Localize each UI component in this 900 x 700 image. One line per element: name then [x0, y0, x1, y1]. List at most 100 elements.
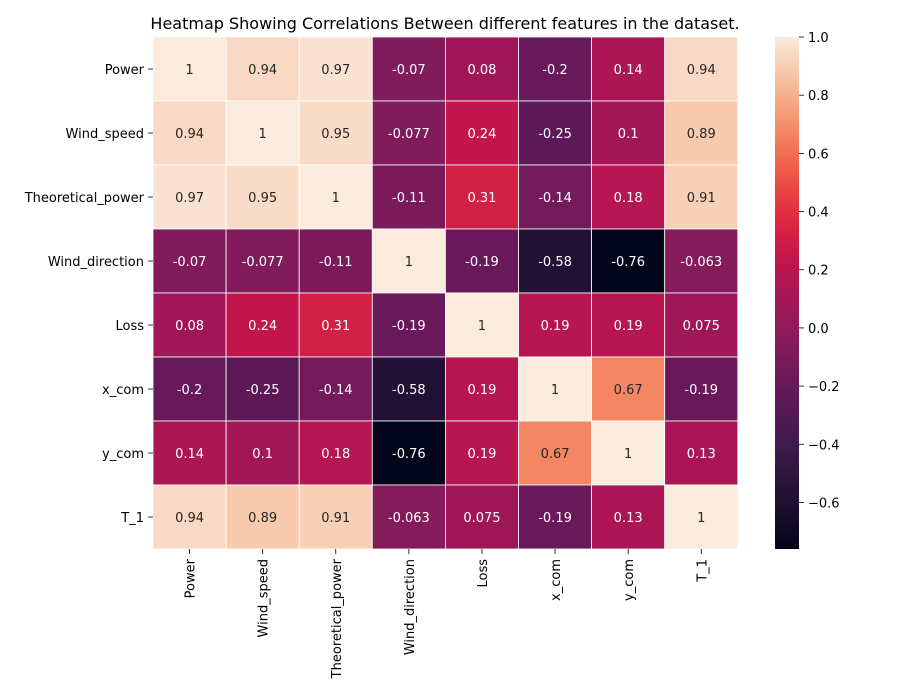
cell-value-label: -0.077	[388, 127, 430, 142]
cell-value-label: 0.97	[175, 191, 204, 206]
heatmap-cell	[518, 100, 592, 166]
cell-value-label: -0.14	[319, 383, 353, 398]
heatmap-cell	[591, 292, 666, 358]
column-label: Wind_direction	[403, 559, 418, 655]
cell-value-label: 0.67	[614, 383, 643, 398]
heatmap-cell	[518, 356, 592, 422]
heatmap-cell	[225, 164, 300, 230]
heatmap-cell	[298, 36, 373, 102]
heatmap-cell	[518, 292, 592, 358]
cell-value-label: -0.077	[242, 255, 284, 270]
column-label: Wind_speed	[257, 559, 272, 637]
cell-value-label: 0.89	[687, 127, 716, 142]
heatmap-cell	[591, 228, 666, 294]
column-label: x_com	[549, 559, 564, 601]
heatmap-cell	[298, 420, 373, 486]
cell-value-label: 1	[478, 319, 486, 334]
cell-value-label: 0.31	[321, 319, 350, 334]
colorbar-tick-label: 1.0	[808, 31, 829, 46]
column-labels: Power Wind_speed Theoretical_power Wind_dir…	[184, 549, 710, 679]
colorbar-tick-label: 0.8	[808, 89, 829, 104]
cell-value-label: -0.063	[388, 511, 430, 526]
heatmap-cell	[444, 36, 519, 102]
cell-value-label: 0.94	[175, 511, 204, 526]
cell-value-label: 1	[259, 127, 267, 142]
cell-value-label: -0.2	[177, 383, 202, 398]
cell-value-label: 0.24	[248, 319, 277, 334]
cell-value-label: -0.76	[611, 255, 645, 270]
colorbar-tick-label: −0.6	[808, 496, 840, 511]
row-label: y_com	[102, 447, 144, 462]
colorbar-tick-label: −0.2	[808, 380, 840, 395]
cell-value-label: 0.94	[175, 127, 204, 142]
heatmap-cell	[152, 36, 227, 102]
cell-value-label: 0.95	[321, 127, 350, 142]
colorbar-tick-label: 0.6	[808, 147, 829, 162]
cell-value-label: 1	[624, 447, 632, 462]
heatmap-cell	[152, 420, 227, 486]
row-label: Wind_speed	[66, 127, 144, 142]
heatmap-cell	[664, 36, 739, 102]
colorbar-tick-label: 0.2	[808, 264, 829, 279]
row-label: Loss	[115, 319, 144, 334]
column-label: Loss	[476, 559, 491, 588]
heatmap-cell	[664, 100, 739, 166]
heatmap-cell	[225, 100, 300, 166]
heatmap-cell	[591, 420, 666, 486]
cell-value-label: 0.08	[175, 319, 204, 334]
cell-value-label: 0.24	[467, 127, 496, 142]
row-label: T_1	[120, 511, 144, 526]
row-label: Power	[105, 63, 145, 78]
cell-value-label: 0.91	[321, 511, 350, 526]
heatmap-cell	[298, 484, 373, 550]
cell-value-label: 0.97	[321, 63, 350, 78]
heatmap-cell	[444, 420, 519, 486]
cell-value-label: 0.1	[252, 447, 273, 462]
heatmap-cell	[444, 484, 519, 550]
cell-value-label: 0.67	[541, 447, 570, 462]
column-label: y_com	[622, 559, 637, 601]
cell-value-label: 0.89	[248, 511, 277, 526]
heatmap-cell	[518, 420, 592, 486]
cell-value-label: -0.25	[538, 127, 572, 142]
cell-value-label: -0.07	[392, 63, 426, 78]
heatmap-cell	[444, 356, 519, 422]
chart-title: Heatmap Showing Correlations Between dif…	[150, 14, 739, 33]
heatmap-cell	[152, 228, 227, 294]
heatmap-cell	[371, 292, 446, 358]
heatmap-cell	[298, 292, 373, 358]
heatmap-cell	[298, 356, 373, 422]
cell-value-label: 0.14	[175, 447, 204, 462]
row-label: Wind_direction	[48, 255, 144, 270]
cell-value-label: -0.11	[319, 255, 353, 270]
cell-value-label: 0.19	[467, 447, 496, 462]
heatmap-cell	[225, 420, 300, 486]
row-label: x_com	[102, 383, 144, 398]
heatmap-cell	[371, 164, 446, 230]
cell-value-label: -0.19	[684, 383, 718, 398]
row-labels: Power Wind_speed Theoretical_power Wind_dir…	[24, 63, 153, 526]
row-label: Theoretical_power	[24, 191, 145, 206]
cell-value-label: 0.13	[614, 511, 643, 526]
cell-value-label: 0.1	[618, 127, 639, 142]
cell-value-label: -0.19	[465, 255, 499, 270]
cell-value-label: 0.31	[467, 191, 496, 206]
heatmap-cell	[371, 228, 446, 294]
cell-value-label: 0.18	[321, 447, 350, 462]
heatmap-cell	[225, 356, 300, 422]
colorbar-gradient	[775, 37, 799, 549]
cell-value-label: -0.11	[392, 191, 426, 206]
heatmap-cell	[444, 164, 519, 230]
cell-value-label: 0.08	[467, 63, 496, 78]
heatmap-cell	[371, 36, 446, 102]
cell-value-label: -0.07	[173, 255, 207, 270]
cell-value-label: 0.075	[463, 511, 500, 526]
cell-value-label: 0.19	[467, 383, 496, 398]
cell-value-label: 0.13	[687, 447, 716, 462]
cell-value-label: 0.075	[683, 319, 720, 334]
cell-value-label: 0.14	[614, 63, 643, 78]
heatmap-cell	[664, 484, 739, 550]
heatmap-cell	[371, 100, 446, 166]
heatmap-cell	[591, 164, 666, 230]
